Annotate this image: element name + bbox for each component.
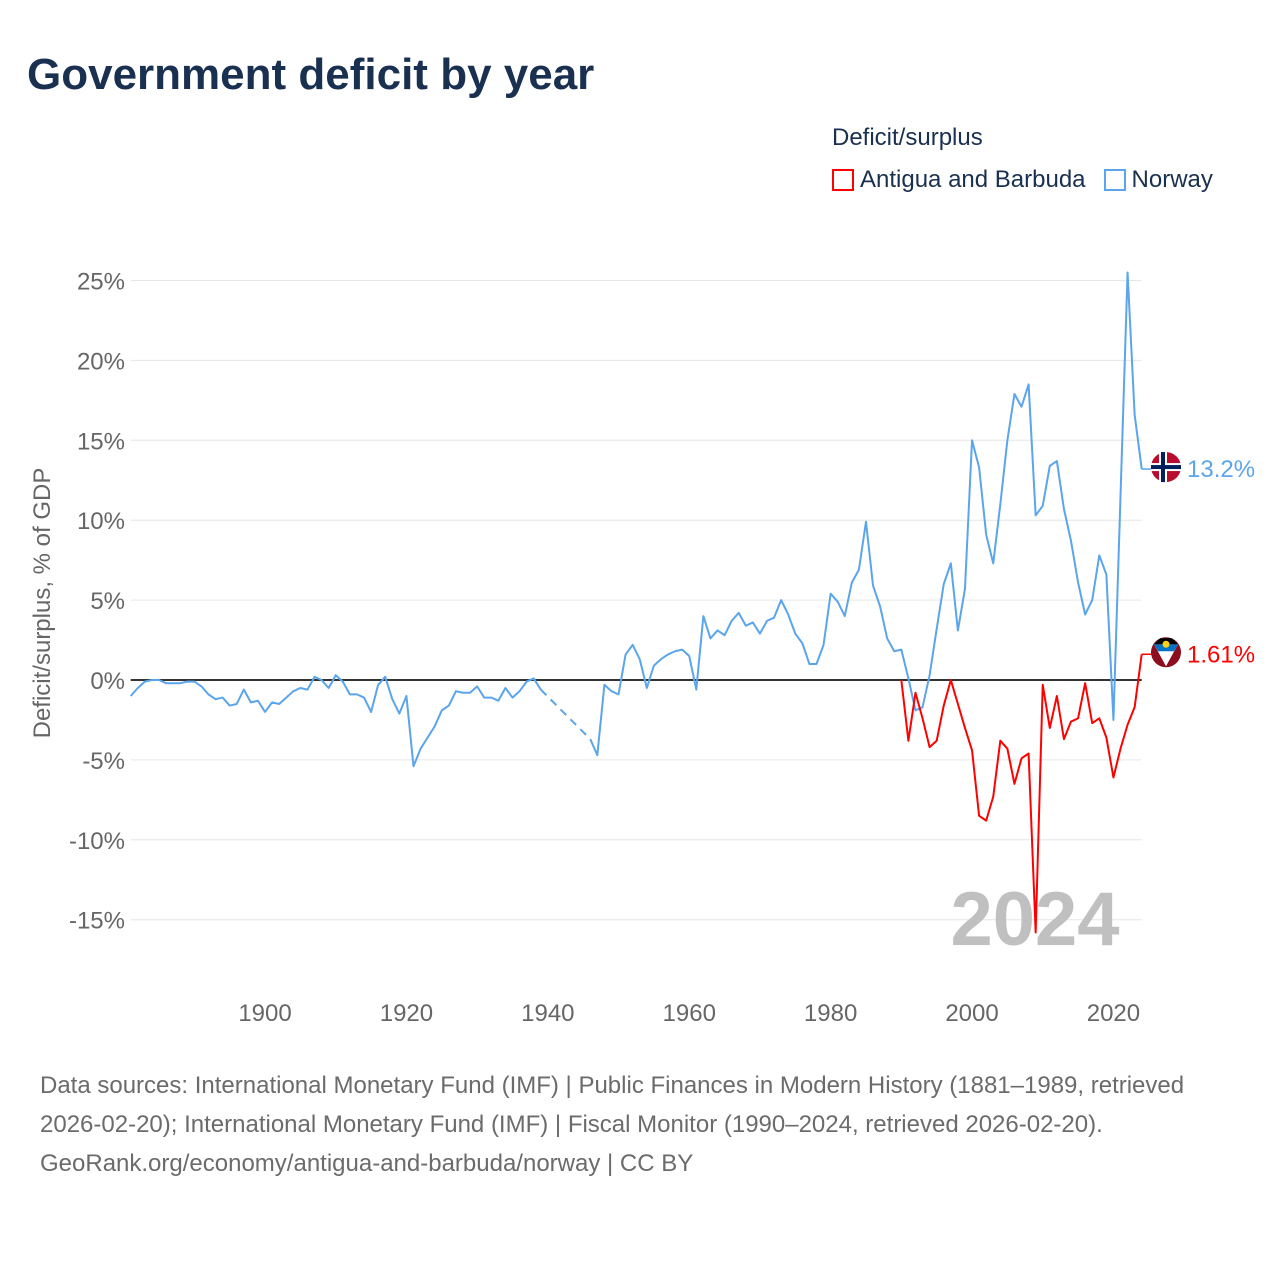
x-tick-label: 2020: [1087, 1000, 1140, 1027]
series-gap-norway: [540, 688, 591, 740]
legend-item-norway[interactable]: Norway: [1103, 166, 1213, 194]
footer: Data sources: International Monetary Fun…: [40, 1066, 1240, 1183]
y-tick-label: 25%: [77, 269, 125, 296]
legend-swatch-antigua: [832, 169, 854, 191]
series-line-norway: [129, 674, 542, 768]
x-tick-label: 1980: [804, 1000, 857, 1027]
legend-title: Deficit/surplus: [832, 124, 983, 151]
source-link[interactable]: GeoRank.org/economy/antigua-and-barbuda/…: [40, 1150, 694, 1177]
end-label-antigua: 1.61%: [1187, 641, 1255, 668]
y-tick-label: 15%: [77, 428, 125, 455]
norway-flag-cross: [1151, 465, 1181, 470]
x-tick-label: 1920: [380, 1000, 433, 1027]
end-label-norway: 13.2%: [1187, 456, 1255, 483]
x-tick-label: 1960: [663, 1000, 716, 1027]
y-tick-label: -10%: [69, 828, 125, 855]
y-tick-label: 0%: [90, 668, 125, 695]
y-tick-label: -15%: [69, 908, 125, 935]
chart-area: 25% 20% 15% 10% 5% 0% -5% -10% -15% 1900 1920 1940 1…: [29, 269, 1255, 1028]
chart-title: Government deficit by year: [27, 50, 595, 99]
data-sources: Data sources: International Monetary Fun…: [40, 1072, 1185, 1138]
legend-item-antigua[interactable]: Antigua and Barbuda: [832, 166, 1086, 194]
x-tick-label: 1940: [521, 1000, 574, 1027]
norway-flag-cross: [1161, 452, 1165, 483]
legend-label-norway: Norway: [1131, 166, 1213, 193]
y-tick-label: 20%: [77, 348, 125, 375]
antigua-flag-sun: [1162, 640, 1170, 648]
x-tick-label: 1900: [238, 1000, 291, 1027]
series-line-norway: [589, 271, 1143, 757]
legend-swatch-norway: [1103, 169, 1126, 191]
y-tick-label: 5%: [90, 588, 125, 615]
y-axis-label: Deficit/surplus, % of GDP: [29, 468, 56, 739]
series-line-antigua: [900, 654, 1143, 934]
y-tick-label: -5%: [82, 748, 125, 775]
x-tick-label: 2000: [945, 1000, 998, 1027]
legend: Antigua and Barbuda Norway: [832, 166, 1213, 194]
y-tick-label: 10%: [77, 508, 125, 535]
legend-label-antigua: Antigua and Barbuda: [860, 166, 1086, 193]
